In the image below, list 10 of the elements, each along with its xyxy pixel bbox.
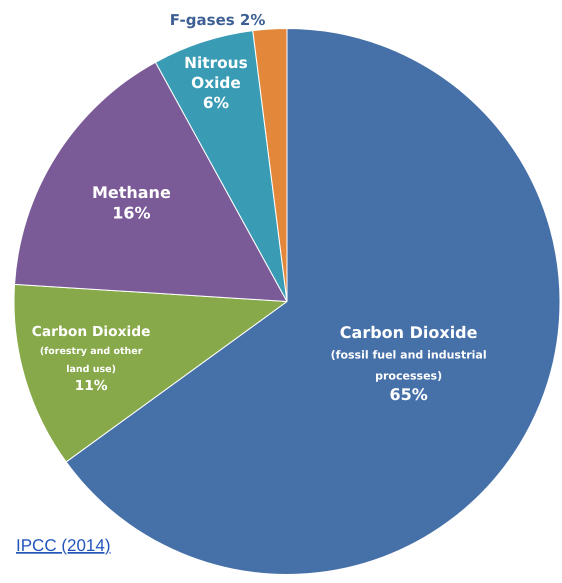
slice-label: F-gases 2% (170, 11, 266, 30)
data-label: 16% (112, 204, 151, 223)
slice-label: Carbon Dioxide (fossil fuel and industrial processes) (330, 322, 487, 382)
text: IPCC (2014) (16, 536, 110, 555)
slice-label: Nitrous Oxide (184, 54, 248, 92)
data-label: 6% (202, 94, 229, 112)
data-label: 65% (389, 385, 428, 404)
data-label: 11% (74, 378, 108, 394)
slice-label: Carbon Dioxide (forestry and other land use) (32, 324, 150, 376)
slice-label: Methane (92, 182, 171, 202)
